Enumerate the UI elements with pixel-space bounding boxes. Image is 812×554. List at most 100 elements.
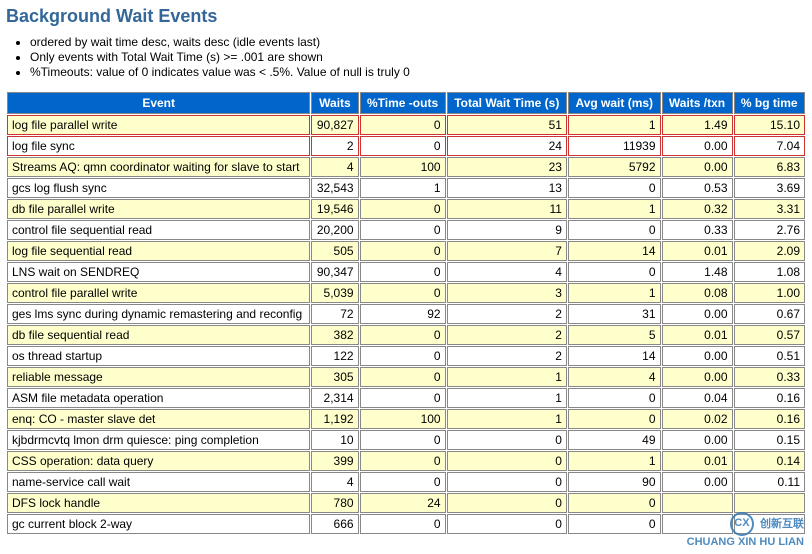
value-cell: 6.83 (734, 157, 805, 177)
event-name-cell: log file sync (7, 136, 310, 156)
value-cell: 2,314 (311, 388, 358, 408)
notes-item: ordered by wait time desc, waits desc (i… (30, 35, 806, 49)
value-cell: 0.00 (662, 472, 733, 492)
table-row: os thread startup12202140.000.51 (7, 346, 805, 366)
wait-events-table: EventWaits%Time -outsTotal Wait Time (s)… (6, 91, 806, 535)
value-cell: 0 (360, 262, 446, 282)
table-row: gc current block 2-way666000 (7, 514, 805, 534)
value-cell: 1 (447, 388, 567, 408)
value-cell: 100 (360, 409, 446, 429)
value-cell: 14 (568, 346, 661, 366)
value-cell: 1 (568, 283, 661, 303)
value-cell: 122 (311, 346, 358, 366)
value-cell: 0.00 (662, 430, 733, 450)
value-cell: 11 (447, 199, 567, 219)
value-cell: 0.16 (734, 409, 805, 429)
value-cell: 0.57 (734, 325, 805, 345)
value-cell: 0 (447, 472, 567, 492)
value-cell: 0 (360, 472, 446, 492)
value-cell: 0.04 (662, 388, 733, 408)
event-name-cell: ges lms sync during dynamic remastering … (7, 304, 310, 324)
value-cell: 0 (568, 493, 661, 513)
value-cell: 0 (360, 199, 446, 219)
table-body: log file parallel write90,82705111.4915.… (7, 115, 805, 534)
value-cell: 0.00 (662, 136, 733, 156)
value-cell (734, 514, 805, 534)
value-cell: 0 (568, 409, 661, 429)
value-cell: 2 (311, 136, 358, 156)
value-cell: 13 (447, 178, 567, 198)
value-cell: 0.00 (662, 367, 733, 387)
table-row: name-service call wait400900.000.11 (7, 472, 805, 492)
value-cell: 0 (360, 430, 446, 450)
event-name-cell: CSS operation: data query (7, 451, 310, 471)
value-cell: 1.00 (734, 283, 805, 303)
value-cell: 2 (447, 304, 567, 324)
event-name-cell: reliable message (7, 367, 310, 387)
value-cell: 505 (311, 241, 358, 261)
table-row: LNS wait on SENDREQ90,3470401.481.08 (7, 262, 805, 282)
table-row: DFS lock handle7802400 (7, 493, 805, 513)
value-cell: 1 (568, 115, 661, 135)
value-cell: 0.32 (662, 199, 733, 219)
value-cell: 0 (360, 325, 446, 345)
value-cell: 72 (311, 304, 358, 324)
event-name-cell: db file parallel write (7, 199, 310, 219)
value-cell: 0.14 (734, 451, 805, 471)
value-cell: 5 (568, 325, 661, 345)
value-cell: 382 (311, 325, 358, 345)
value-cell: 23 (447, 157, 567, 177)
table-row: Streams AQ: qmn coordinator waiting for … (7, 157, 805, 177)
value-cell: 92 (360, 304, 446, 324)
col-header: Event (7, 92, 310, 114)
event-name-cell: DFS lock handle (7, 493, 310, 513)
value-cell: 0 (360, 451, 446, 471)
value-cell: 0 (568, 220, 661, 240)
value-cell: 0.33 (734, 367, 805, 387)
event-name-cell: LNS wait on SENDREQ (7, 262, 310, 282)
table-row: enq: CO - master slave det1,192100100.02… (7, 409, 805, 429)
table-row: reliable message3050140.000.33 (7, 367, 805, 387)
value-cell: 780 (311, 493, 358, 513)
value-cell: 0.00 (662, 157, 733, 177)
col-header: % bg time (734, 92, 805, 114)
value-cell: 2.76 (734, 220, 805, 240)
value-cell: 0.08 (662, 283, 733, 303)
event-name-cell: log file sequential read (7, 241, 310, 261)
event-name-cell: enq: CO - master slave det (7, 409, 310, 429)
value-cell: 2 (447, 325, 567, 345)
value-cell: 0 (447, 493, 567, 513)
value-cell: 15.10 (734, 115, 805, 135)
notes-item: %Timeouts: value of 0 indicates value wa… (30, 65, 806, 79)
value-cell (662, 493, 733, 513)
value-cell: 0 (360, 115, 446, 135)
page-title: Background Wait Events (6, 6, 806, 27)
value-cell: 32,543 (311, 178, 358, 198)
value-cell: 0 (360, 241, 446, 261)
value-cell: 90,827 (311, 115, 358, 135)
value-cell: 4 (311, 157, 358, 177)
value-cell: 0 (568, 178, 661, 198)
value-cell: 0 (360, 136, 446, 156)
value-cell: 0 (360, 367, 446, 387)
value-cell: 5792 (568, 157, 661, 177)
col-header: %Time -outs (360, 92, 446, 114)
value-cell: 0.00 (662, 304, 733, 324)
value-cell: 0.51 (734, 346, 805, 366)
value-cell: 2 (447, 346, 567, 366)
value-cell: 11939 (568, 136, 661, 156)
table-row: control file sequential read20,2000900.3… (7, 220, 805, 240)
table-row: ges lms sync during dynamic remastering … (7, 304, 805, 324)
notes-list: ordered by wait time desc, waits desc (i… (30, 35, 806, 79)
value-cell: 305 (311, 367, 358, 387)
event-name-cell: control file parallel write (7, 283, 310, 303)
value-cell: 1.48 (662, 262, 733, 282)
value-cell: 49 (568, 430, 661, 450)
value-cell: 3.69 (734, 178, 805, 198)
value-cell: 90,347 (311, 262, 358, 282)
table-row: kjbdrmcvtq lmon drm quiesce: ping comple… (7, 430, 805, 450)
table-row: log file parallel write90,82705111.4915.… (7, 115, 805, 135)
event-name-cell: log file parallel write (7, 115, 310, 135)
event-name-cell: ASM file metadata operation (7, 388, 310, 408)
table-row: db file parallel write19,54601110.323.31 (7, 199, 805, 219)
